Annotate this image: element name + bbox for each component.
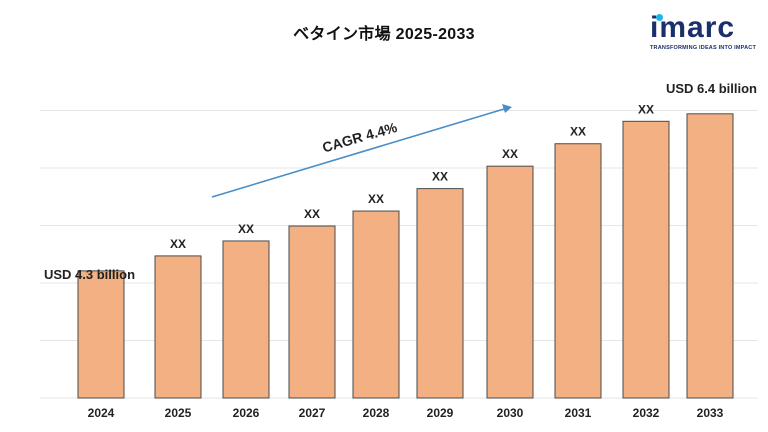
bar-2026 — [222, 240, 270, 399]
cagr-arrow — [211, 104, 512, 198]
data-label-2031: XX — [570, 125, 586, 139]
x-tick-2026: 2026 — [233, 406, 260, 420]
logo-tagline: TRANSFORMING IDEAS INTO IMPACT — [650, 45, 757, 51]
data-label-2029: XX — [432, 170, 448, 184]
data-label-2028: XX — [368, 192, 384, 206]
x-tick-2029: 2029 — [427, 406, 454, 420]
bar-2028 — [352, 210, 400, 399]
data-labels: XX XX XX XX XX XX XX XX — [170, 102, 654, 251]
data-label-2025: XX — [170, 237, 186, 251]
x-tick-2024: 2024 — [88, 406, 115, 420]
x-tick-2032: 2032 — [633, 406, 660, 420]
chart-title: ベタイン市場 2025-2033 — [293, 26, 475, 43]
data-label-2026: XX — [238, 222, 254, 236]
logo-wordmark: imarc — [650, 11, 736, 44]
start-value-label: USD 4.3 billion — [44, 267, 135, 282]
x-tick-2033: 2033 — [697, 406, 724, 420]
end-value-label: USD 6.4 billion — [666, 81, 757, 96]
cagr-arrow-head — [502, 104, 512, 113]
logo-dot-icon — [656, 14, 663, 21]
cagr-arrow-line — [211, 108, 505, 198]
imarc-logo: imarc TRANSFORMING IDEAS INTO IMPACT — [650, 12, 762, 54]
bar-2031 — [554, 143, 602, 399]
x-tick-2028: 2028 — [363, 406, 390, 420]
data-label-2030: XX — [502, 147, 518, 161]
bar-2024 — [77, 270, 125, 399]
x-tick-2030: 2030 — [497, 406, 524, 420]
bar-2027 — [288, 225, 336, 399]
x-axis-ticks: 2024 2025 2026 2027 2028 2029 2030 2031 2032 2033 — [88, 406, 724, 420]
bars — [77, 113, 734, 399]
bar-2032 — [622, 120, 670, 399]
cagr-label: CAGR 4.4% — [320, 119, 399, 156]
bar-2033 — [686, 113, 734, 399]
x-tick-2031: 2031 — [565, 406, 592, 420]
bar-2029 — [416, 188, 464, 399]
x-tick-2027: 2027 — [299, 406, 326, 420]
x-tick-2025: 2025 — [165, 406, 192, 420]
data-label-2032: XX — [638, 102, 654, 116]
data-label-2027: XX — [304, 207, 320, 221]
bar-2030 — [486, 165, 534, 399]
bar-2025 — [154, 255, 202, 399]
